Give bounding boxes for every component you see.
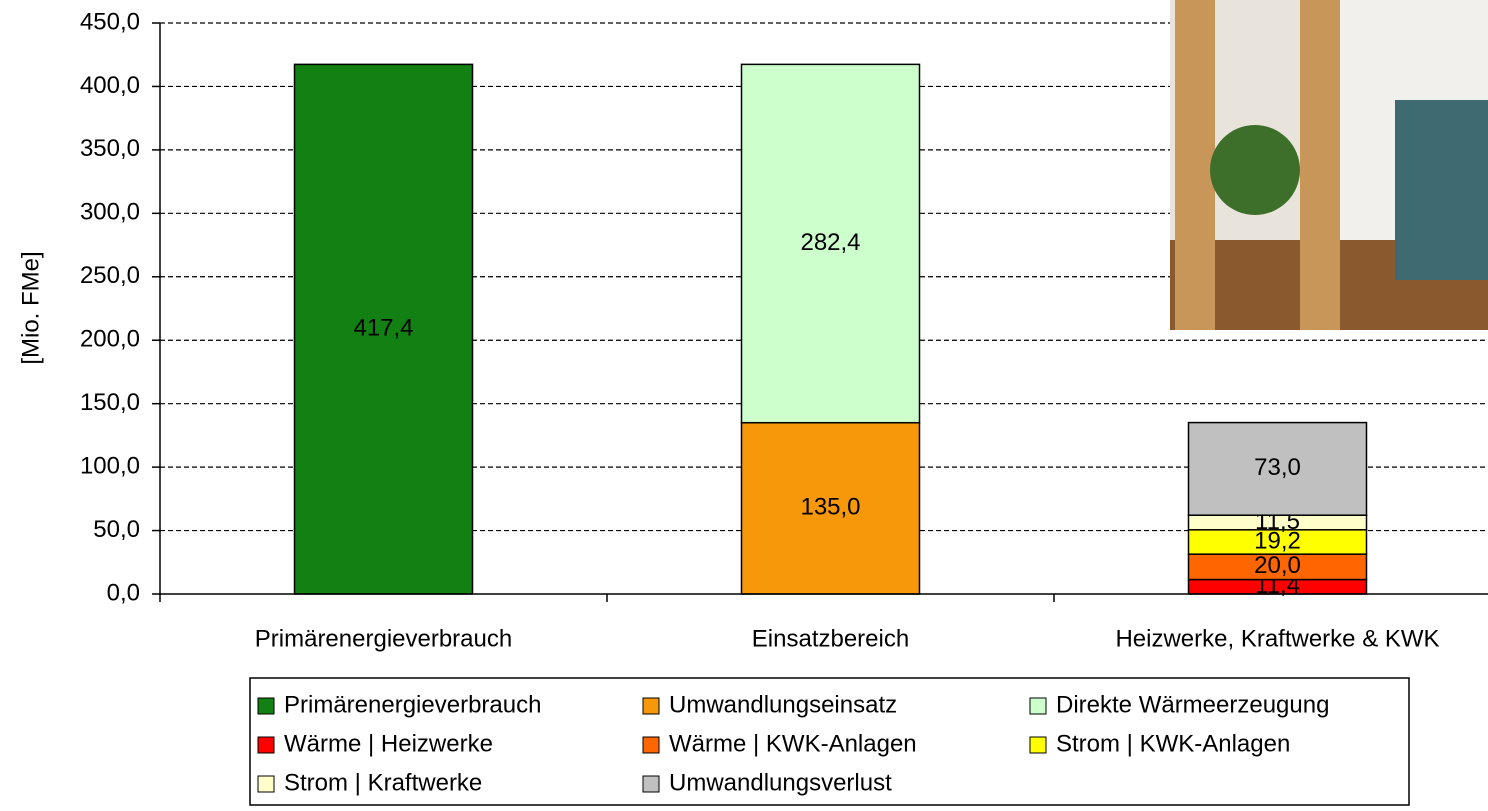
- photo-plant: [1210, 125, 1300, 215]
- value-label: 20,0: [1254, 552, 1301, 579]
- legend-swatch: [1029, 697, 1047, 715]
- x-tick-label: Heizwerke, Kraftwerke & KWK: [1115, 625, 1439, 652]
- y-tick-label: 300,0: [80, 199, 140, 226]
- photo-pillar: [1175, 0, 1215, 330]
- legend-swatch: [257, 736, 275, 754]
- y-axis-label: [Mio. FMe]: [17, 251, 44, 364]
- value-label: 282,4: [800, 229, 860, 256]
- legend-swatch: [257, 697, 275, 715]
- y-tick-label: 150,0: [80, 389, 140, 416]
- legend-label: Umwandlungsverlust: [669, 769, 892, 796]
- value-label: 417,4: [353, 315, 413, 342]
- y-tick-label: 250,0: [80, 262, 140, 289]
- legend-label: Strom | KWK-Anlagen: [1056, 730, 1290, 757]
- legend-swatch: [257, 775, 275, 793]
- x-tick-label: Einsatzbereich: [752, 625, 909, 652]
- legend-label: Wärme | KWK-Anlagen: [669, 730, 917, 757]
- bar-segment: [1187, 553, 1368, 581]
- value-label: 73,0: [1254, 454, 1301, 481]
- value-label: 135,0: [800, 494, 860, 521]
- y-tick-label: 100,0: [80, 452, 140, 479]
- bar-segment: [1187, 529, 1368, 555]
- bar-segment: [1187, 421, 1368, 516]
- y-tick-label: 350,0: [80, 135, 140, 162]
- photo-pillar: [1300, 0, 1340, 330]
- photo: [1170, 0, 1488, 330]
- legend-label: Primärenergieverbrauch: [284, 691, 541, 718]
- legend-swatch: [642, 736, 660, 754]
- y-tick-label: 450,0: [80, 8, 140, 35]
- legend-label: Wärme | Heizwerke: [284, 730, 493, 757]
- y-tick-label: 200,0: [80, 326, 140, 353]
- legend-swatch: [642, 775, 660, 793]
- y-tick-label: 400,0: [80, 72, 140, 99]
- bar-segment: [740, 63, 921, 424]
- y-tick-label: 0,0: [107, 579, 140, 606]
- legend-swatch: [642, 697, 660, 715]
- photo-stove: [1395, 100, 1488, 280]
- legend-label: Umwandlungseinsatz: [669, 691, 897, 718]
- legend-label: Direkte Wärmeerzeugung: [1056, 691, 1329, 718]
- value-label: 19,2: [1254, 527, 1301, 554]
- legend-swatch: [1029, 736, 1047, 754]
- x-tick-label: Primärenergieverbrauch: [255, 625, 512, 652]
- y-tick-label: 50,0: [93, 516, 140, 543]
- legend-label: Strom | Kraftwerke: [284, 769, 482, 796]
- legend-box: [249, 677, 1410, 806]
